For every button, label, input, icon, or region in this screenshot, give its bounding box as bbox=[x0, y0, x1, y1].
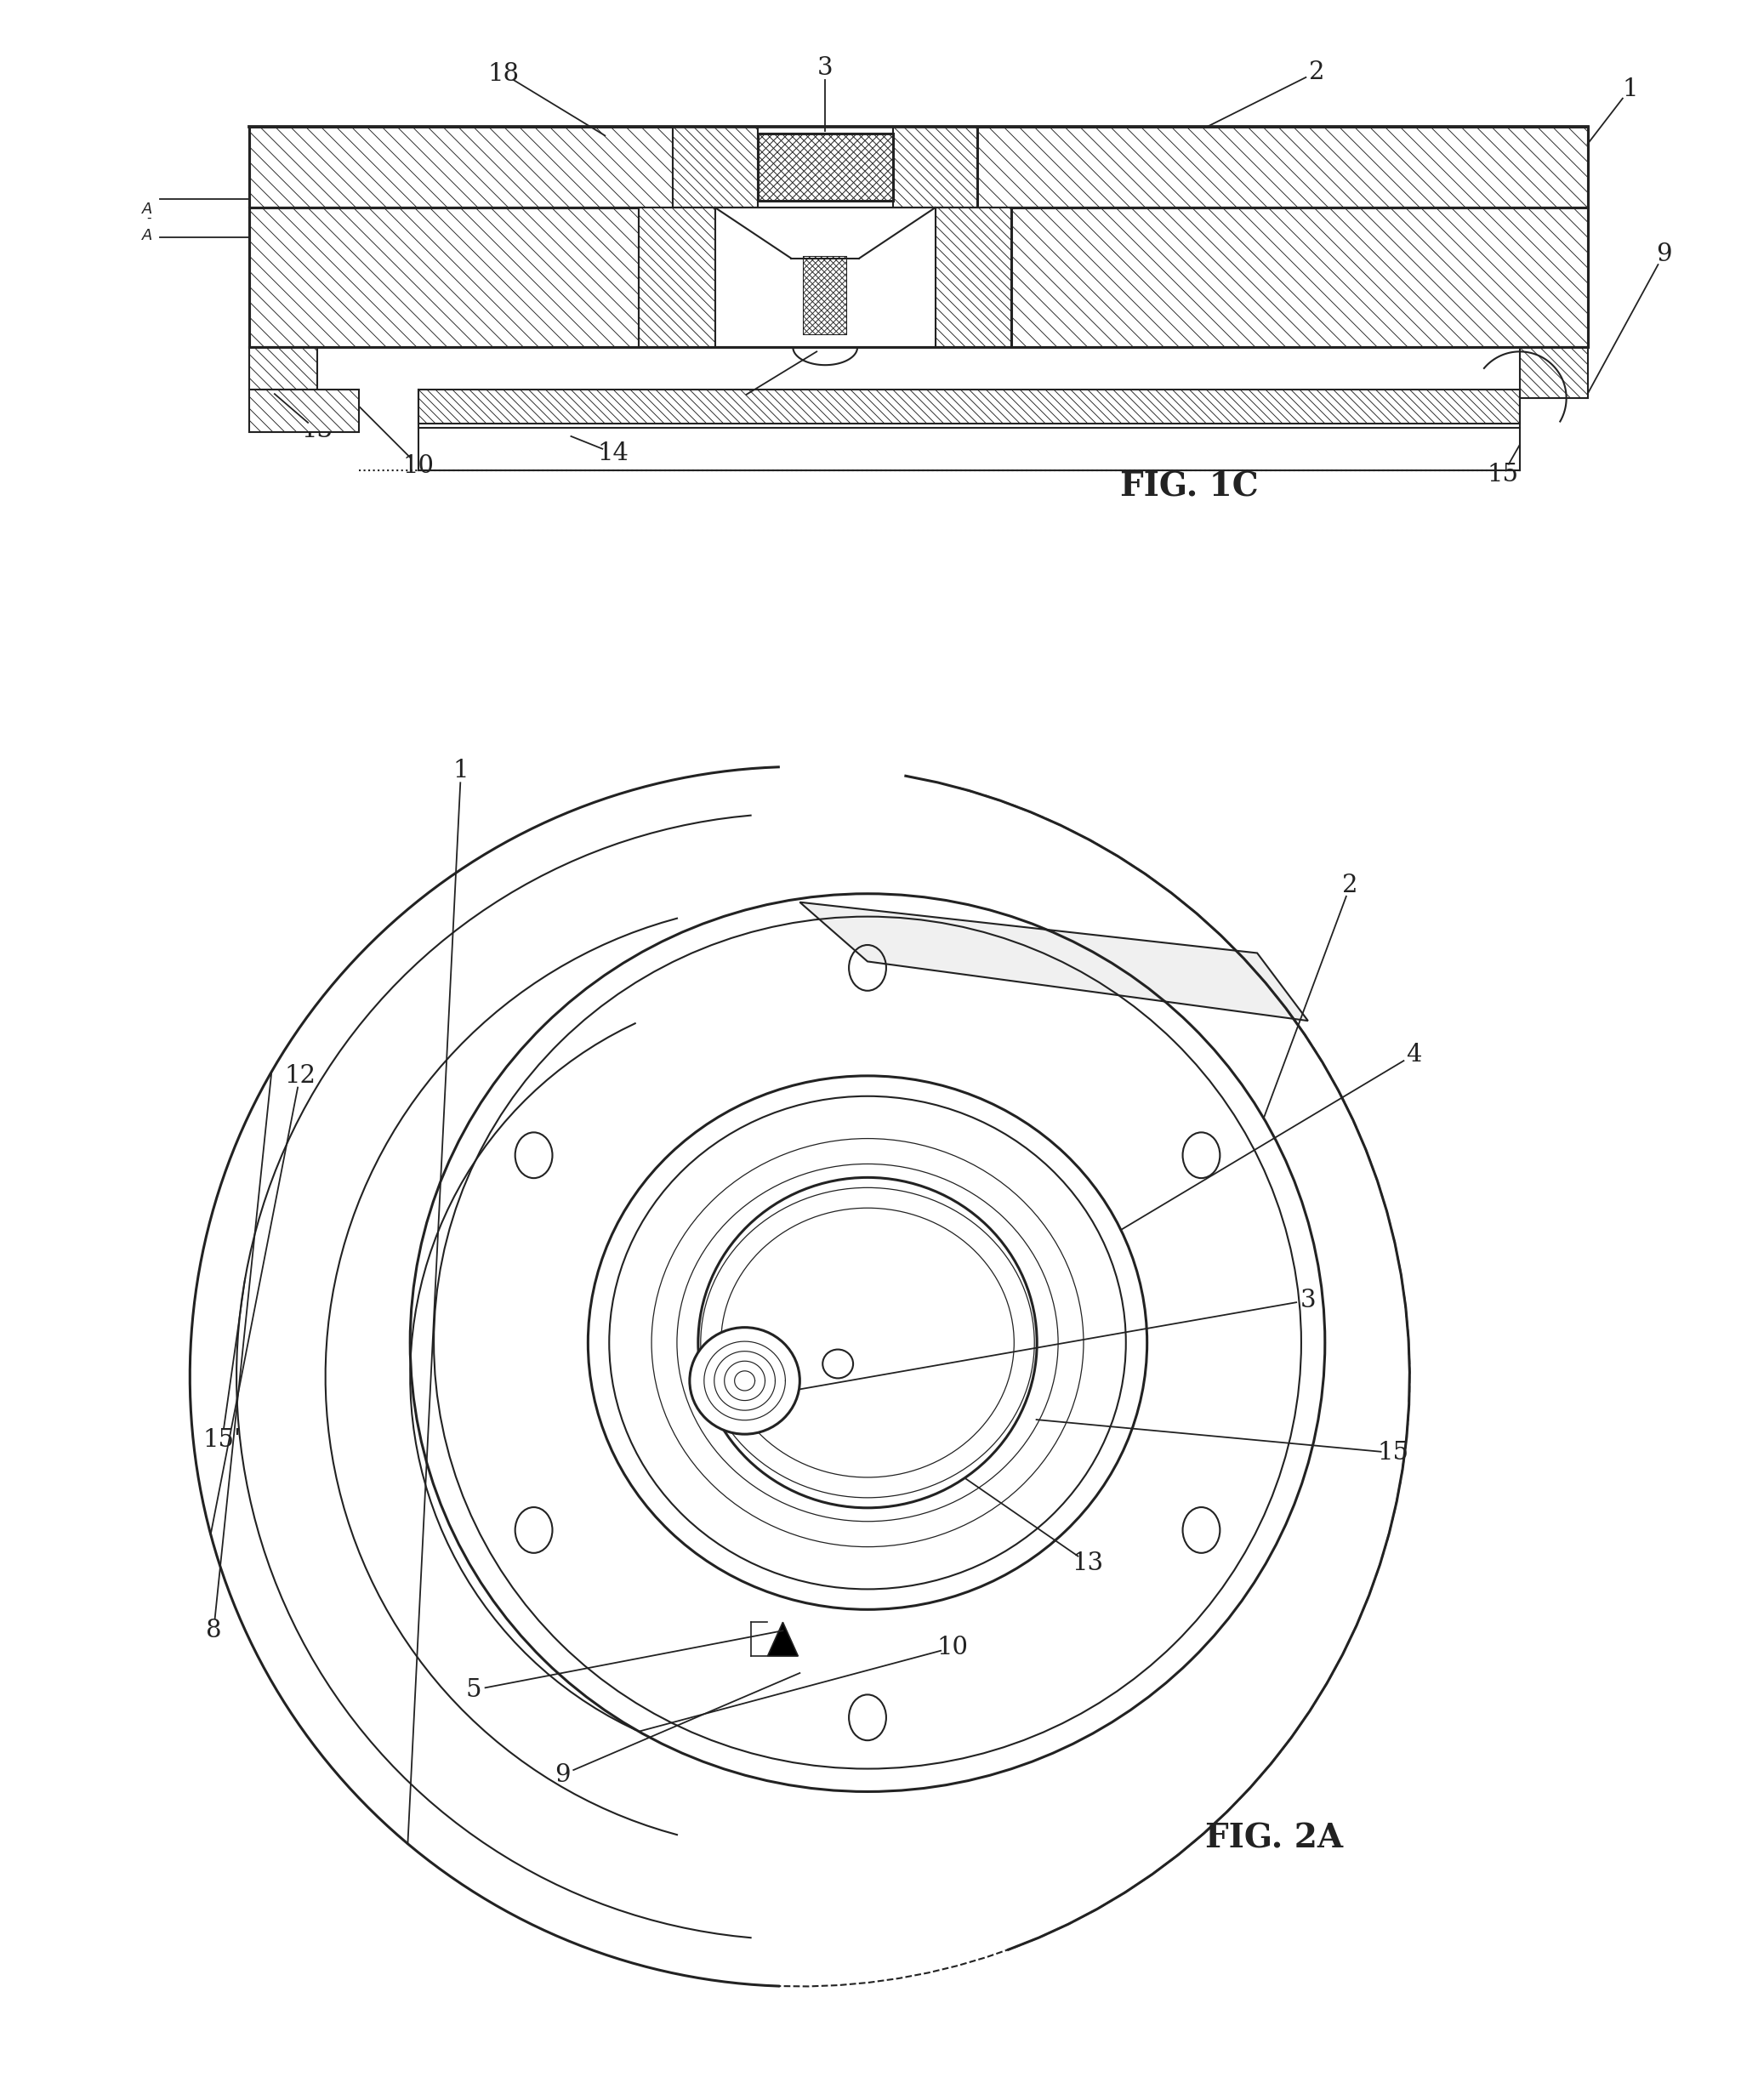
Polygon shape bbox=[1520, 346, 1588, 399]
Polygon shape bbox=[768, 1621, 797, 1657]
Text: 1: 1 bbox=[1623, 78, 1638, 101]
Polygon shape bbox=[249, 208, 639, 346]
Text: -: - bbox=[146, 212, 151, 225]
Text: 13: 13 bbox=[301, 418, 333, 443]
Text: 3: 3 bbox=[817, 57, 834, 80]
Ellipse shape bbox=[823, 1350, 853, 1378]
Text: 4: 4 bbox=[1407, 1044, 1422, 1067]
Text: 2: 2 bbox=[1309, 61, 1325, 84]
Text: 10: 10 bbox=[937, 1636, 968, 1659]
Text: 1: 1 bbox=[453, 758, 468, 783]
Text: 9: 9 bbox=[1656, 242, 1671, 267]
Polygon shape bbox=[672, 128, 757, 208]
Text: 15: 15 bbox=[1487, 462, 1518, 487]
Text: 9: 9 bbox=[555, 1762, 571, 1787]
Polygon shape bbox=[893, 128, 978, 208]
Polygon shape bbox=[935, 208, 1012, 346]
Text: 15': 15' bbox=[204, 1428, 242, 1451]
Polygon shape bbox=[978, 128, 1588, 208]
Text: 8: 8 bbox=[205, 1619, 221, 1642]
Polygon shape bbox=[418, 391, 1520, 424]
Polygon shape bbox=[639, 208, 716, 346]
Text: 4: 4 bbox=[728, 388, 743, 412]
Text: A: A bbox=[143, 229, 153, 244]
Text: 14: 14 bbox=[597, 441, 629, 464]
Polygon shape bbox=[716, 208, 935, 346]
Polygon shape bbox=[249, 128, 672, 208]
Text: 15: 15 bbox=[1377, 1441, 1408, 1464]
Text: FIG. 1C: FIG. 1C bbox=[1119, 470, 1259, 504]
Polygon shape bbox=[249, 346, 317, 391]
Text: A: A bbox=[143, 202, 153, 216]
Text: 13: 13 bbox=[1072, 1552, 1104, 1575]
Text: 12: 12 bbox=[284, 1065, 315, 1088]
Text: 3: 3 bbox=[1301, 1289, 1316, 1312]
Text: FIG. 2A: FIG. 2A bbox=[1205, 1823, 1342, 1854]
Polygon shape bbox=[804, 256, 846, 334]
Polygon shape bbox=[249, 391, 359, 433]
Text: 10: 10 bbox=[402, 454, 434, 479]
Ellipse shape bbox=[689, 1327, 799, 1434]
Polygon shape bbox=[1012, 208, 1588, 346]
Text: 18: 18 bbox=[487, 61, 519, 86]
Polygon shape bbox=[792, 346, 857, 365]
Polygon shape bbox=[418, 391, 1520, 424]
Polygon shape bbox=[804, 256, 846, 334]
Polygon shape bbox=[799, 903, 1307, 1021]
Text: 5: 5 bbox=[467, 1678, 482, 1701]
Text: 2: 2 bbox=[1342, 874, 1358, 897]
